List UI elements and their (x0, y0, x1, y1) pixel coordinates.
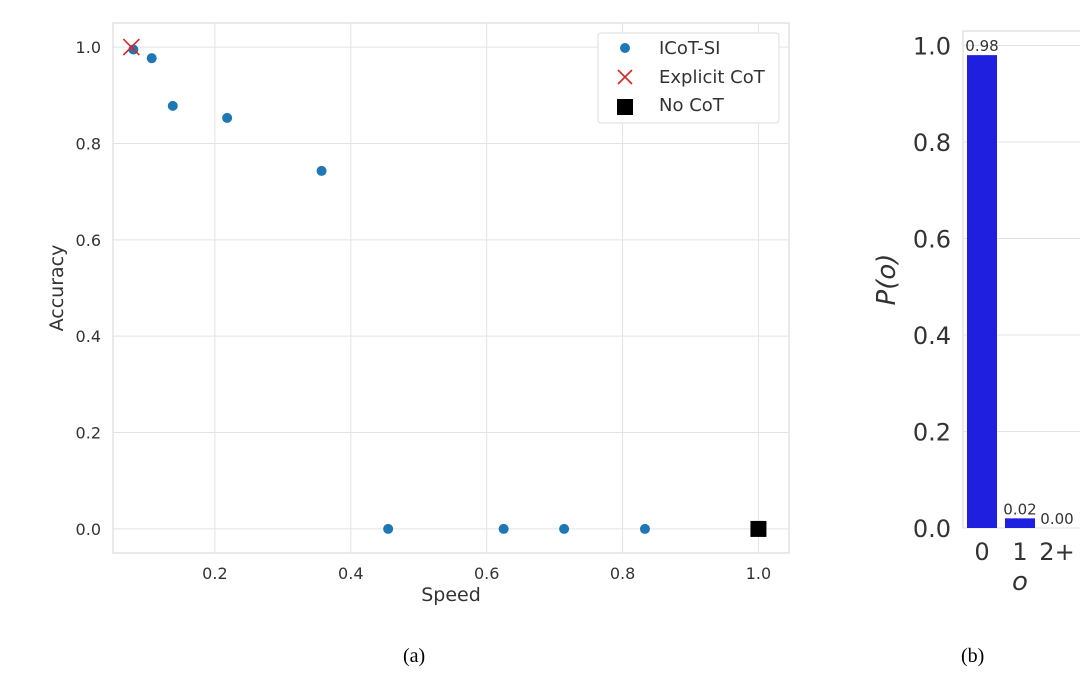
y-tick-label: 0.8 (913, 129, 951, 157)
data-point-icot-si (383, 523, 394, 534)
y-tick-label: 0.0 (76, 520, 101, 539)
legend-label-icot-si: ICoT-SI (659, 38, 720, 59)
data-point-explicit-cot (122, 38, 140, 56)
panel-b-y-tick-labels: 0.0 0.2 0.4 0.6 0.8 1.0 (913, 32, 951, 543)
data-point-icot-si (559, 523, 570, 534)
panel-a-x-axis-label: Speed (421, 584, 481, 606)
data-point-icot-si (167, 100, 178, 111)
panel-b-bar: 0.98 0.020.00 0 1 2+ 0.0 0.2 0.4 0.6 0.8 1.0 o P… (872, 30, 1080, 597)
data-point-icot-si (146, 53, 157, 64)
y-tick-label: 0.6 (913, 225, 951, 253)
y-tick-label: 1.0 (76, 38, 101, 57)
panel-a-legend: ICoT-SI Explicit CoT No CoT (597, 32, 780, 124)
panel-b-x-axis-label: o (1012, 567, 1028, 597)
legend-marker-icot-si (620, 43, 630, 53)
y-tick-label: 1.0 (913, 32, 951, 60)
legend-label-explicit-cot: Explicit CoT (659, 67, 766, 88)
legend-label-no-cot: No CoT (659, 95, 725, 116)
bar (967, 55, 997, 528)
data-point-no-cot (750, 520, 767, 537)
x-tick-label: 0.2 (202, 564, 227, 583)
x-tick-label: 0.8 (610, 564, 635, 583)
y-tick-label: 0.4 (76, 327, 101, 346)
bar (1005, 518, 1035, 528)
x-tick-label: 1.0 (746, 564, 771, 583)
legend-box (597, 32, 780, 124)
panel-a-data-points (122, 38, 767, 537)
bar-value-label: 0.98 (965, 37, 998, 55)
data-point-icot-si (498, 523, 509, 534)
y-tick-label: 0.6 (76, 231, 101, 250)
data-point-icot-si (639, 523, 650, 534)
bar-value-label: 0.02 (1003, 500, 1036, 518)
panel-b-bars (967, 55, 1035, 528)
x-stroke (122, 38, 140, 56)
legend-marker-explicit-cot (617, 69, 633, 85)
panel-b-x-tick-labels: 0 1 2+ (974, 538, 1074, 566)
panel-a-y-axis-label: Accuracy (46, 245, 68, 332)
panel-a-x-tick-labels: 0.2 0.4 0.6 0.8 1.0 (202, 564, 771, 583)
x-tick-label: 0.6 (474, 564, 499, 583)
x-tick-label: 1 (1012, 538, 1027, 566)
panel-a-scatter: 0.2 0.4 0.6 0.8 1.0 0.0 0.2 0.4 0.6 0.8 1.0 Speed… (46, 22, 790, 606)
x-tick-label: 0 (974, 538, 989, 566)
y-tick-label: 0.4 (913, 322, 951, 350)
caption-b: (b) (961, 645, 985, 667)
y-tick-label: 0.2 (76, 424, 101, 443)
bar-value-label: 0.00 (1040, 510, 1073, 528)
panel-a-gridlines (113, 23, 789, 553)
data-point-icot-si (222, 112, 233, 123)
y-tick-label: 0.8 (76, 134, 101, 153)
y-tick-label: 0.0 (913, 515, 951, 543)
panel-a-y-tick-labels: 0.0 0.2 0.4 0.6 0.8 1.0 (76, 38, 101, 539)
x-tick-label: 2+ (1039, 538, 1074, 566)
x-tick-label: 0.4 (338, 564, 363, 583)
y-tick-label: 0.2 (913, 418, 951, 446)
panel-b-y-axis-label: P(o) (872, 254, 902, 306)
data-point-icot-si (316, 165, 327, 176)
legend-marker-no-cot (617, 99, 633, 115)
panel-b-value-labels: 0.98 0.020.00 (965, 37, 1073, 528)
caption-a: (a) (403, 645, 426, 667)
